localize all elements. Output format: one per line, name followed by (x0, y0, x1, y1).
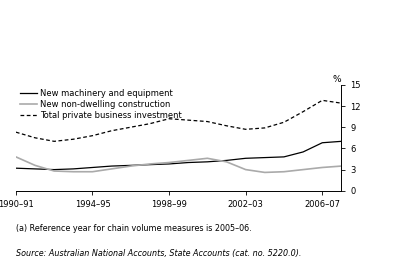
Legend: New machinery and equipment, New non-dwelling construction, Total private busine: New machinery and equipment, New non-dwe… (20, 89, 182, 120)
Text: (a) Reference year for chain volume measures is 2005–06.: (a) Reference year for chain volume meas… (16, 224, 252, 233)
Text: %: % (333, 75, 341, 84)
Text: Source: Australian National Accounts, State Accounts (cat. no. 5220.0).: Source: Australian National Accounts, St… (16, 249, 301, 258)
